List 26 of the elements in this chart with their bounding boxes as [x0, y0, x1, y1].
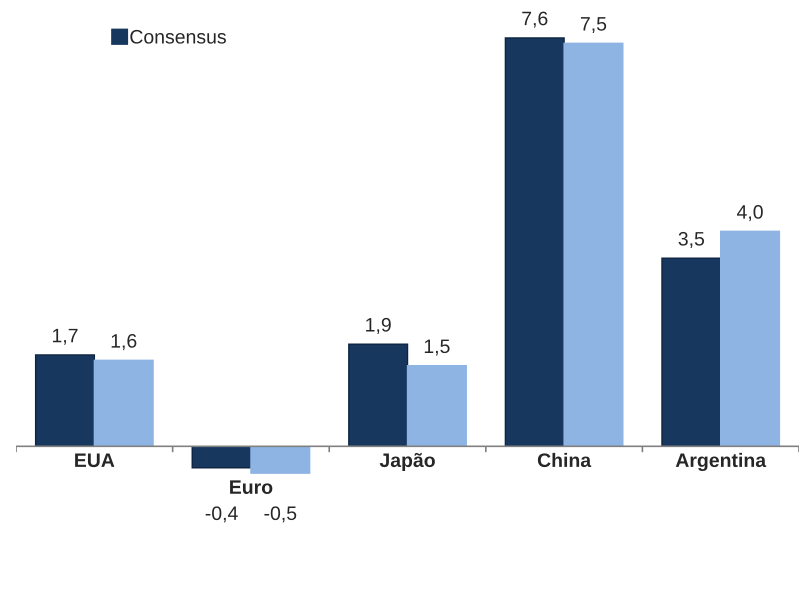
- bar: [504, 37, 565, 447]
- bar: [563, 42, 624, 447]
- data-label: -0,5: [264, 506, 296, 522]
- data-label: 3,5: [678, 232, 704, 248]
- data-label: 1,7: [52, 328, 78, 345]
- data-label: 4,0: [736, 205, 763, 222]
- bar: [720, 230, 780, 447]
- bar: [34, 354, 96, 447]
- bar: [250, 446, 310, 474]
- data-label: 1,9: [366, 318, 391, 334]
- bar: [192, 446, 252, 468]
- legend-label: Consensus: [130, 30, 226, 44]
- x-tick-label: EUA: [75, 454, 114, 468]
- x-tick-label: China: [538, 452, 592, 468]
- bar: [661, 258, 722, 447]
- bar: [406, 365, 467, 447]
- bar: [348, 344, 408, 447]
- data-label: 1,5: [424, 340, 450, 356]
- data-label: 7,5: [580, 17, 606, 34]
- data-label: 7,6: [522, 12, 548, 28]
- data-label: 1,6: [112, 334, 136, 350]
- data-label: -0,4: [206, 506, 238, 522]
- x-tick-label: Japão: [380, 452, 435, 471]
- x-tick-label: Argentina: [676, 452, 766, 472]
- x-tick-label: Euro: [230, 480, 272, 494]
- bar: [94, 360, 154, 447]
